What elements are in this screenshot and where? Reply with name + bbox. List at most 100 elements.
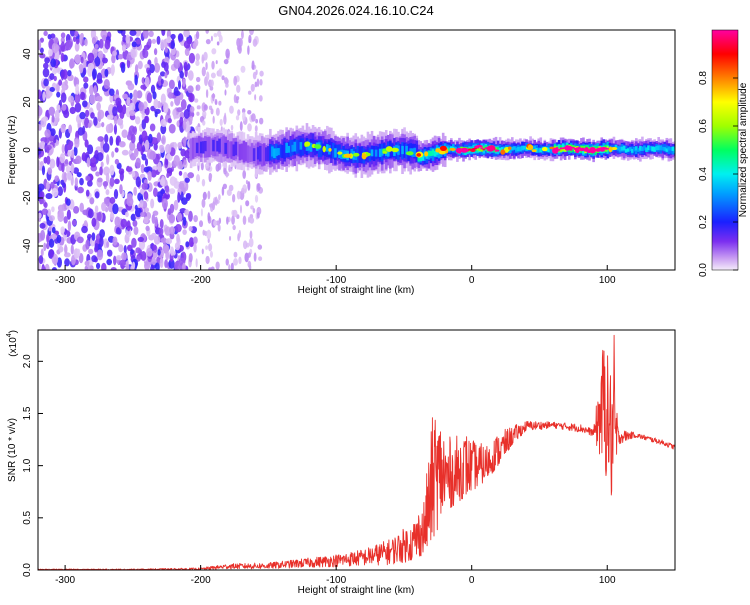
heatmap-noise-cell (91, 232, 96, 241)
heatmap-noise-cell (79, 63, 84, 74)
heatmap-band-cell (370, 149, 374, 157)
heatmap-noise-cell (46, 208, 52, 217)
heatmap-noise-cell (239, 121, 243, 132)
heatmap-peak-cell (449, 147, 456, 151)
heatmap-noise-cell (122, 93, 128, 100)
heatmap-noise-cell (134, 207, 142, 218)
heatmap-band-cell (358, 146, 362, 164)
heatmap-noise-cell (161, 30, 166, 37)
snr-multiplier-close: ) (8, 330, 19, 333)
heatmap-noise-cell (54, 109, 60, 120)
heatmap-noise-cell (210, 266, 215, 270)
heatmap-noise-cell (254, 94, 257, 101)
heatmap-noise-cell (121, 149, 129, 156)
heatmap-noise-cell (53, 75, 57, 82)
heatmap-noise-cell (65, 165, 71, 173)
heatmap-noise-cell (192, 236, 198, 245)
heatmap-noise-cell (169, 188, 176, 195)
heatmap-noise-cell (60, 37, 65, 43)
spectrogram-y-tick-label: 0 (22, 147, 33, 153)
heatmap-noise-cell (253, 252, 257, 262)
heatmap-noise-cell (226, 189, 232, 196)
heatmap-band-cell (474, 147, 478, 150)
heatmap-noise-cell (101, 202, 107, 212)
heatmap-noise-cell (202, 191, 207, 201)
heatmap-noise-cell (112, 106, 118, 117)
heatmap-noise-cell (97, 177, 103, 183)
heatmap-noise-cell (117, 30, 123, 34)
heatmap-noise-cell (143, 191, 149, 200)
heatmap-noise-cell (193, 38, 199, 47)
heatmap-noise-cell (106, 258, 113, 266)
heatmap-noise-cell (50, 58, 57, 68)
colorbar-label: Normalized spectral amplitude (738, 82, 749, 217)
heatmap-noise-cell (82, 67, 87, 76)
heatmap-noise-cell (252, 38, 258, 47)
heatmap-band-cell (285, 142, 288, 153)
heatmap-noise-cell (178, 182, 185, 190)
heatmap-noise-cell (61, 144, 65, 154)
heatmap-noise-cell (109, 197, 116, 204)
heatmap-noise-cell (40, 229, 46, 241)
heatmap-noise-cell (95, 95, 103, 102)
heatmap-noise-cell (60, 52, 65, 63)
heatmap-noise-cell (168, 79, 175, 90)
heatmap-noise-cell (85, 239, 90, 250)
heatmap-noise-cell (130, 249, 134, 255)
heatmap-noise-cell (113, 115, 118, 125)
heatmap-noise-cell (87, 52, 95, 63)
heatmap-noise-cell (117, 117, 124, 126)
heatmap-noise-cell (209, 173, 213, 179)
heatmap-band-cell (571, 147, 575, 149)
heatmap-noise-cell (78, 253, 84, 264)
heatmap-band-cell (427, 150, 431, 157)
heatmap-noise-cell (76, 236, 84, 244)
heatmap-noise-cell (218, 68, 223, 77)
heatmap-noise-cell (153, 48, 158, 56)
heatmap-noise-cell (111, 54, 116, 64)
heatmap-noise-cell (157, 161, 162, 173)
heatmap-band-cell (417, 155, 421, 162)
heatmap-noise-cell (209, 203, 214, 208)
heatmap-noise-cell (112, 203, 119, 215)
heatmap-noise-cell (207, 238, 210, 244)
heatmap-noise-cell (142, 200, 148, 210)
heatmap-noise-cell (173, 109, 177, 120)
heatmap-band-cell (606, 148, 610, 150)
heatmap-noise-cell (210, 108, 214, 115)
heatmap-noise-cell (79, 91, 86, 101)
heatmap-band-cell (372, 145, 376, 162)
heatmap-noise-cell (180, 99, 187, 110)
heatmap-noise-cell (97, 136, 105, 142)
heatmap-band-cell (480, 147, 484, 150)
heatmap-noise-cell (249, 217, 255, 224)
heatmap-noise-cell (57, 186, 64, 197)
colorbar-ticks: 0.0 0.2 0.4 0.6 0.8 (698, 71, 738, 277)
heatmap-noise-cell (72, 167, 80, 175)
heatmap-noise-cell (148, 133, 153, 144)
heatmap-band-cell (604, 147, 608, 150)
heatmap-noise-cell (134, 74, 138, 86)
heatmap-noise-cell (205, 255, 210, 265)
heatmap-noise-cell (86, 180, 93, 187)
heatmap-noise-cell (85, 189, 90, 197)
heatmap-band-cell (291, 144, 295, 152)
heatmap-noise-cell (96, 249, 104, 261)
heatmap-noise-cell (201, 248, 204, 255)
heatmap-noise-cell (42, 91, 46, 101)
heatmap-noise-cell (199, 220, 204, 228)
heatmap-noise-cell (187, 172, 195, 179)
heatmap-noise-cell (195, 125, 199, 131)
spectrogram-x-tick-label: -200 (191, 275, 211, 286)
heatmap-band-cell (405, 145, 408, 155)
heatmap-noise-cell (70, 163, 75, 174)
heatmap-band-cell (228, 141, 232, 158)
heatmap-noise-cell (128, 125, 136, 136)
heatmap-noise-cell (195, 76, 201, 83)
heatmap-noise-cell (152, 244, 157, 251)
heatmap-noise-cell (129, 30, 137, 37)
heatmap-noise-cell (203, 104, 208, 111)
heatmap-noise-cell (115, 97, 122, 107)
heatmap-noise-cell (215, 261, 220, 270)
